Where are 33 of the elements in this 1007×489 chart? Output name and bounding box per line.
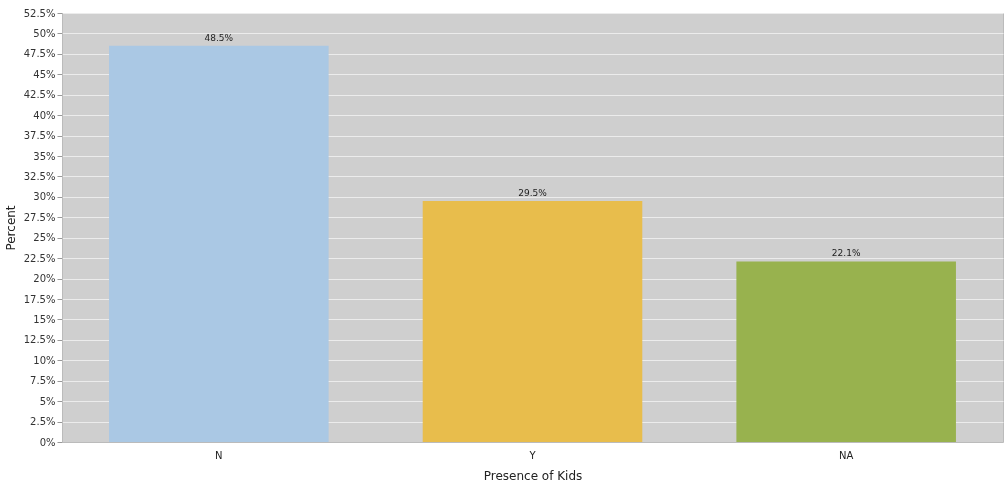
y-tick-label: 52.5% — [23, 7, 56, 19]
x-axis-title: Presence of Kids — [483, 468, 583, 483]
y-tick-label: 27.5% — [23, 211, 56, 223]
x-tick-label: NA — [839, 449, 854, 461]
data-label: 48.5% — [204, 32, 234, 43]
y-tick-label: 2.5% — [30, 416, 56, 428]
y-tick-label: 15% — [33, 313, 56, 325]
y-tick-label: 37.5% — [23, 130, 56, 142]
y-tick-label: 12.5% — [23, 334, 56, 346]
bar — [736, 261, 956, 442]
y-tick-label: 0% — [39, 436, 56, 448]
y-tick-label: 45% — [33, 68, 56, 80]
data-label: 29.5% — [518, 187, 548, 198]
y-tick-label: 40% — [33, 109, 56, 121]
bar — [109, 45, 329, 442]
y-tick-label: 10% — [33, 354, 56, 366]
y-tick-label: 20% — [33, 273, 56, 285]
y-tick-label: 32.5% — [23, 170, 56, 182]
y-tick-label: 47.5% — [23, 48, 56, 60]
y-tick-label: 22.5% — [23, 252, 56, 264]
y-axis-title: Percent — [3, 205, 18, 251]
y-tick-label: 5% — [39, 395, 56, 407]
y-tick-label: 42.5% — [23, 89, 56, 101]
x-tick-label: N — [215, 449, 223, 461]
y-tick-label: 17.5% — [23, 293, 56, 305]
y-tick-label: 30% — [33, 191, 56, 203]
x-tick-label: Y — [528, 449, 537, 461]
y-tick-label: 35% — [33, 150, 56, 162]
y-tick-label: 25% — [33, 232, 56, 244]
y-tick-label: 50% — [33, 27, 56, 39]
bar — [422, 200, 643, 442]
data-label: 22.1% — [831, 248, 861, 259]
y-tick-label: 7.5% — [30, 375, 56, 387]
